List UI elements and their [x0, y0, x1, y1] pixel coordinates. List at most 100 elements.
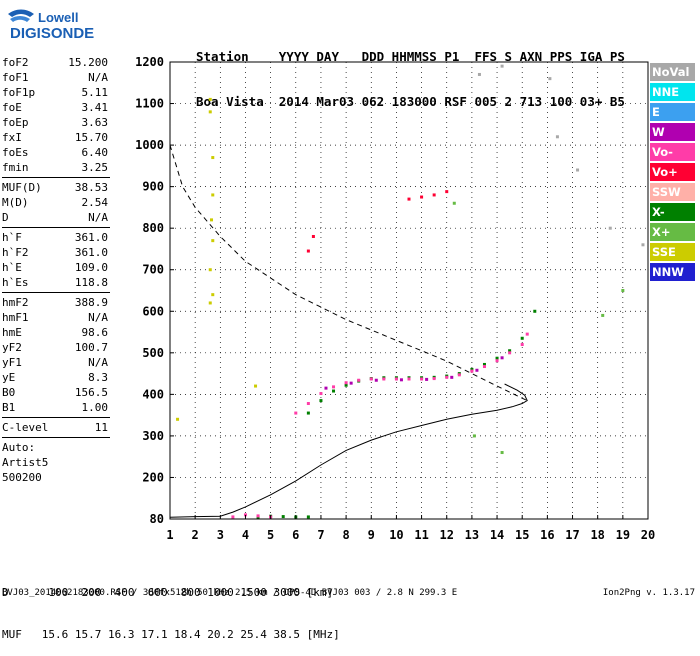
param-name: C-level — [2, 421, 49, 434]
echo-point — [482, 362, 486, 366]
param-value: 3.25 — [81, 161, 109, 174]
echo-point — [256, 514, 260, 518]
param-name: hmF2 — [2, 296, 29, 309]
param-name: yF1 — [2, 356, 22, 369]
param-separator — [2, 417, 110, 418]
echo-point — [608, 226, 612, 230]
x-tick-label: 20 — [641, 528, 655, 542]
legend-item: Vo+ — [650, 163, 695, 181]
echo-point — [399, 378, 403, 382]
param-value: 156.5 — [74, 386, 108, 399]
echo-point — [555, 135, 559, 139]
param-row: hmE 98.6 — [2, 325, 110, 340]
x-tick-label: 17 — [565, 528, 579, 542]
legend-item: Vo- — [650, 143, 695, 161]
param-name: fxI — [2, 131, 22, 144]
y-tick-label: 80 — [150, 512, 164, 526]
param-row: MUF(D) 38.53 — [2, 180, 110, 195]
y-tick-label: 1200 — [135, 55, 164, 69]
x-tick-label: 14 — [490, 528, 504, 542]
param-separator — [2, 437, 110, 438]
echo-point — [500, 64, 504, 68]
param-separator — [2, 292, 110, 293]
muf-distance-table: D 100 200 400 600 800 1000 1500 3000 [km… — [2, 558, 340, 656]
plasma-profile-dashed-line — [169, 144, 528, 402]
y-tick-label: 1000 — [135, 138, 164, 152]
echo-point — [306, 515, 310, 519]
param-row: B1 1.00 — [2, 400, 110, 415]
plot-frame — [169, 61, 649, 520]
param-name: h`E — [2, 261, 22, 274]
file-info-footer: BVJ03_2014062183000.RSF / 380fx512h 50 k… — [2, 588, 458, 598]
x-tick-label: 5 — [267, 528, 274, 542]
param-row: fxI 15.70 — [2, 130, 110, 145]
polarization-legend: NoVal NNE E W Vo- Vo+ SSW X- X+ SSE NNW — [650, 63, 695, 283]
param-row: foEs 6.40 — [2, 145, 110, 160]
echo-point — [211, 239, 215, 243]
echo-point — [477, 72, 481, 76]
echo-point — [357, 378, 361, 382]
param-row: fmin 3.25 — [2, 160, 110, 175]
param-value: 38.53 — [74, 181, 108, 194]
echo-point — [450, 375, 454, 379]
echo-point — [407, 197, 411, 201]
header-column-labels: Station YYYY DAY DDD HHMMSS P1 FFS S AXN… — [196, 49, 625, 64]
echo-point — [294, 411, 298, 415]
echo-point — [332, 385, 336, 389]
x-tick-label: 6 — [292, 528, 299, 542]
param-value: 5.11 — [81, 86, 109, 99]
legend-item: SSE — [650, 243, 695, 261]
x-tick-label: 11 — [414, 528, 428, 542]
echo-point — [211, 156, 215, 160]
param-name: fmin — [2, 161, 29, 174]
echo-point — [495, 356, 499, 360]
param-name: foF1p — [2, 86, 36, 99]
param-value: N/A — [88, 211, 108, 224]
echo-point — [231, 515, 235, 519]
lowell-digisonde-logo: Lowell DIGISONDE — [8, 9, 94, 42]
echo-point — [432, 377, 436, 381]
param-row: h`Es 118.8 — [2, 275, 110, 290]
x-tick-label: 9 — [368, 528, 375, 542]
echo-point — [332, 389, 336, 393]
param-row: yF2 100.7 — [2, 340, 110, 355]
echo-point — [508, 351, 512, 355]
echo-point — [382, 377, 386, 381]
echo-point — [445, 375, 449, 379]
legend-item: E — [650, 103, 695, 121]
x-tick-label: 8 — [342, 528, 349, 542]
param-row: foEp 3.63 — [2, 115, 110, 130]
param-row: C-level 11 — [2, 420, 110, 435]
param-value: 3.41 — [81, 101, 109, 114]
muf-distance-row: D 100 200 400 600 800 1000 1500 3000 [km… — [2, 586, 334, 599]
param-name: yE — [2, 371, 16, 384]
x-tick-label: 3 — [217, 528, 224, 542]
echo-point — [254, 384, 258, 388]
echo-point — [306, 249, 310, 253]
echo-point — [457, 373, 461, 377]
x-tick-label: 13 — [465, 528, 479, 542]
echo-point — [482, 365, 486, 369]
echo-point — [281, 515, 285, 519]
param-value: N/A — [88, 311, 108, 324]
plot-grid — [170, 62, 648, 519]
echo-point — [306, 402, 310, 406]
echo-point — [344, 383, 348, 387]
param-name: B1 — [2, 401, 16, 414]
x-tick-label: 1 — [166, 528, 173, 542]
echo-point — [311, 234, 315, 238]
y-tick-label: 200 — [142, 470, 164, 484]
echo-point — [525, 332, 529, 336]
param-name: foEp — [2, 116, 29, 129]
param-value: 361.0 — [74, 246, 108, 259]
y-tick-label: 900 — [142, 180, 164, 194]
param-value: 15.200 — [68, 56, 108, 69]
param-row: hmF2 388.9 — [2, 295, 110, 310]
param-name: D — [2, 211, 9, 224]
trace-lines — [169, 144, 528, 518]
param-value: N/A — [88, 356, 108, 369]
param-row: h`F 361.0 — [2, 230, 110, 245]
echo-point — [548, 77, 552, 81]
muf-frequency-row: MUF 15.6 15.7 16.3 17.1 18.4 20.2 25.4 3… — [2, 628, 340, 641]
echo-point — [349, 381, 353, 385]
